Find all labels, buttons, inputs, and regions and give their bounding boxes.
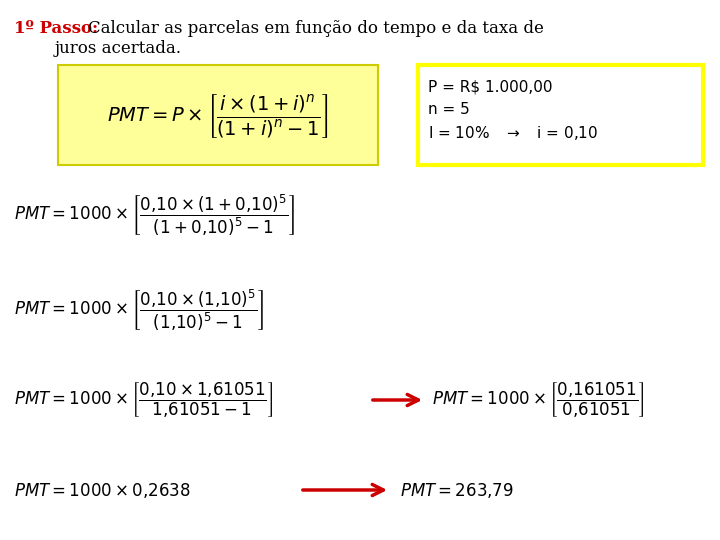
Text: I = 10%   $\rightarrow$   i = 0,10: I = 10% $\rightarrow$ i = 0,10 bbox=[428, 124, 598, 142]
Text: Calcular as parcelas em função do tempo e da taxa de: Calcular as parcelas em função do tempo … bbox=[88, 20, 544, 37]
Text: $PMT = 1000 \times \left[\dfrac{0{,}161051}{0{,}61051}\right]$: $PMT = 1000 \times \left[\dfrac{0{,}1610… bbox=[432, 380, 644, 420]
Text: juros acertada.: juros acertada. bbox=[55, 40, 182, 57]
Text: $PMT = 1000 \times 0{,}2638$: $PMT = 1000 \times 0{,}2638$ bbox=[14, 481, 191, 500]
Text: P = R$ 1.000,00: P = R$ 1.000,00 bbox=[428, 80, 552, 95]
Text: $PMT = 1000 \times \left[\dfrac{0{,}10 \times (1 + 0{,}10)^5}{(1 + 0{,}10)^5 - 1: $PMT = 1000 \times \left[\dfrac{0{,}10 \… bbox=[14, 192, 295, 238]
Text: $PMT = 263{,}79$: $PMT = 263{,}79$ bbox=[400, 481, 514, 500]
Text: $PMT = 1000 \times \left[\dfrac{0{,}10 \times (1{,}10)^5}{(1{,}10)^5 - 1}\right]: $PMT = 1000 \times \left[\dfrac{0{,}10 \… bbox=[14, 287, 264, 333]
Bar bbox=[418, 65, 703, 165]
Text: n = 5: n = 5 bbox=[428, 102, 469, 117]
Text: $PMT = P \times \left[\dfrac{i \times (1+i)^n}{(1+i)^n - 1}\right]$: $PMT = P \times \left[\dfrac{i \times (1… bbox=[107, 92, 328, 140]
Text: $PMT = 1000 \times \left[\dfrac{0{,}10 \times 1{,}61051}{1{,}61051 - 1}\right]$: $PMT = 1000 \times \left[\dfrac{0{,}10 \… bbox=[14, 380, 273, 420]
Text: 1º Passo:: 1º Passo: bbox=[14, 20, 98, 37]
Bar bbox=[58, 65, 378, 165]
